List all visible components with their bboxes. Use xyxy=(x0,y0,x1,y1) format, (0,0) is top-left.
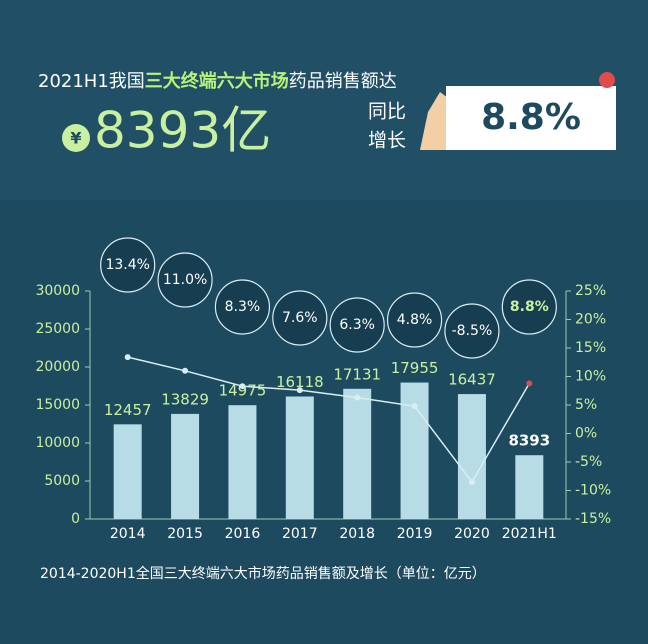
y2-tick-label: 0% xyxy=(575,426,597,442)
bar xyxy=(457,394,486,519)
bar-value-label: 17131 xyxy=(333,365,381,383)
currency: ¥ xyxy=(70,129,81,148)
currency-badge xyxy=(62,124,90,152)
growth-label: 同比 xyxy=(368,101,406,123)
bar-value-label: 12457 xyxy=(104,401,152,419)
x-tick-label: 2015 xyxy=(167,526,203,542)
bar xyxy=(343,388,372,519)
growth-value: 8.8% xyxy=(481,97,581,138)
growth-point xyxy=(239,383,246,390)
growth-point xyxy=(182,367,189,374)
x-tick-label: 2020 xyxy=(454,526,490,542)
y-tick-label: 15000 xyxy=(35,397,80,413)
bar-value-label: 8393 xyxy=(508,432,550,450)
hand-icon xyxy=(420,92,448,150)
x-tick-label: 2021H1 xyxy=(502,526,557,542)
y2-tick-label: -10% xyxy=(575,483,611,499)
bar xyxy=(400,382,429,519)
growth-label: 4.8% xyxy=(397,312,433,328)
bar xyxy=(171,413,200,519)
x-tick-label: 2019 xyxy=(397,526,433,542)
growth-bubble xyxy=(100,237,156,293)
x-tick-label: 2016 xyxy=(225,526,261,542)
bar xyxy=(113,424,142,519)
headline-highlight: 三大终端六大市场 xyxy=(145,70,289,92)
y2-tick-label: -5% xyxy=(575,454,602,470)
growth-point xyxy=(526,380,533,387)
growth-point xyxy=(468,478,475,485)
y-tick-label: 30000 xyxy=(35,283,80,299)
headline-part: 2021H1我国 xyxy=(38,71,145,92)
x-tick-label: 2018 xyxy=(339,526,375,542)
bar-value-label: 16118 xyxy=(276,373,324,391)
y-tick-label: 10000 xyxy=(35,435,80,451)
growth-bubble xyxy=(386,292,443,348)
y-tick-label: 25000 xyxy=(35,321,80,337)
caption: 2014-2020H1全国三大终端六大市场药品销售额及增长（单位：亿元） xyxy=(40,565,486,582)
x-tick-label: 2017 xyxy=(282,526,318,542)
growth-label: 8.8% xyxy=(510,299,549,315)
y2-tick-label: 15% xyxy=(575,340,606,356)
growth-point xyxy=(411,403,418,410)
bar xyxy=(285,396,314,519)
x-tick-label: 2014 xyxy=(110,526,146,542)
headline-part: 药品销售额达 xyxy=(289,71,397,92)
growth-label: 增长 xyxy=(368,130,406,152)
bar-value-label: 13829 xyxy=(161,390,209,408)
growth-line xyxy=(127,356,530,484)
y2-tick-label: 25% xyxy=(575,283,606,299)
growth-label: 13.4% xyxy=(105,257,149,273)
growth-label: 8.3% xyxy=(225,299,261,315)
y-tick-label: 20000 xyxy=(35,359,80,375)
growth-point xyxy=(296,387,303,394)
bar-value-label: 16437 xyxy=(448,371,496,389)
growth-label: 11.0% xyxy=(163,272,207,288)
bar xyxy=(515,455,544,519)
y2-tick-label: 5% xyxy=(575,397,597,413)
y-tick-label: 0 xyxy=(71,511,80,527)
y-tick-label: 5000 xyxy=(44,473,80,489)
growth-point xyxy=(354,394,361,401)
growth-bubble xyxy=(329,297,385,353)
growth-point xyxy=(124,354,131,361)
y2-tick-label: 10% xyxy=(575,369,606,385)
growth-label: -8.5% xyxy=(452,323,493,339)
growth-bubble xyxy=(501,279,557,335)
bar xyxy=(228,405,257,519)
amount: 8393亿 xyxy=(94,102,271,160)
growth-label: 7.6% xyxy=(282,310,318,326)
growth-bubble xyxy=(444,303,500,359)
headline: 2021H1我国三大终端六大市场药品销售额达 xyxy=(38,70,397,92)
growth-bubble xyxy=(157,252,213,308)
y2-tick-label: 20% xyxy=(575,312,606,328)
growth-bubble xyxy=(214,279,271,335)
y2-tick-label: -15% xyxy=(575,511,611,527)
bar-value-label: 17955 xyxy=(391,359,439,377)
growth-label: 6.3% xyxy=(339,317,375,333)
growth-bubble xyxy=(272,290,328,346)
growth-box xyxy=(446,86,616,150)
ribbon-icon xyxy=(599,72,615,88)
bar-value-label: 14975 xyxy=(219,382,267,400)
